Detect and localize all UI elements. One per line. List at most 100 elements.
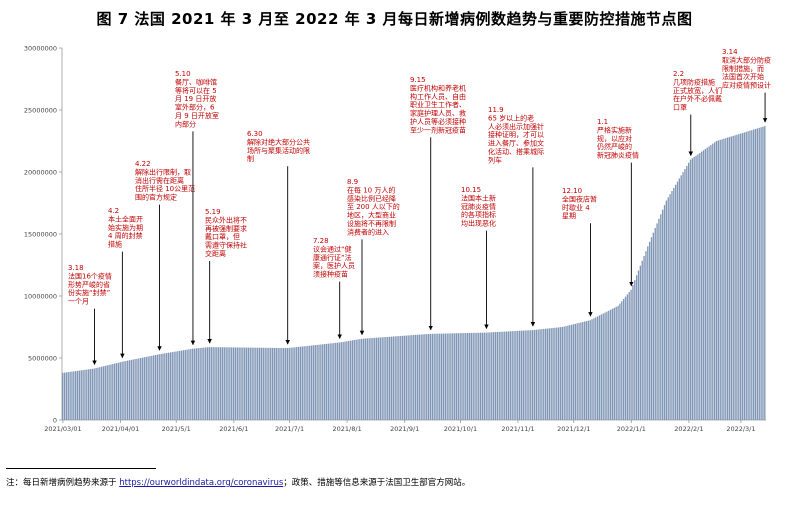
annotations-layer: 3.18法国16个疫情形势严峻的省份实施“封禁”一个月4.2本土全面开始实施为期… xyxy=(68,48,771,365)
bar xyxy=(557,327,560,420)
bar xyxy=(86,369,88,420)
annotation-line: 内部分 xyxy=(175,119,196,128)
annotation-line: 餐厅、咖啡馆 xyxy=(175,77,217,86)
bar xyxy=(140,358,142,420)
bar xyxy=(177,351,179,420)
bar xyxy=(240,347,242,420)
bar xyxy=(591,319,593,420)
annotation-line: 份实施“封禁” xyxy=(68,288,110,297)
bar xyxy=(498,331,500,420)
bar xyxy=(541,329,543,420)
bar xyxy=(699,152,701,420)
bar xyxy=(212,347,214,420)
bar xyxy=(167,352,170,420)
bar xyxy=(502,331,504,420)
annotation-line: 至少一剂新冠疫苗 xyxy=(410,125,466,134)
bar xyxy=(73,371,75,420)
bar xyxy=(524,330,526,420)
bar xyxy=(569,325,571,420)
annotation-line: 冠肺炎疫情 xyxy=(461,202,496,211)
annotation-line: 3.14 xyxy=(722,48,738,56)
bar xyxy=(539,329,541,420)
bar xyxy=(739,133,742,420)
bar xyxy=(689,159,692,420)
bar xyxy=(138,358,140,420)
bar xyxy=(227,347,229,420)
bar xyxy=(764,126,766,421)
bar xyxy=(346,341,348,420)
bar xyxy=(65,372,68,420)
bar xyxy=(320,344,322,420)
annotation-line: 1.1 xyxy=(597,118,608,126)
annotation-line: 感染比例已经降 xyxy=(347,194,396,203)
bar xyxy=(268,347,270,420)
bar xyxy=(669,194,671,420)
bar xyxy=(483,332,485,420)
bar xyxy=(706,147,708,420)
bar xyxy=(530,330,532,420)
bar xyxy=(229,347,231,420)
bar xyxy=(643,256,645,420)
bar xyxy=(424,334,426,420)
annotation-line: 接种证明，才可以 xyxy=(488,130,544,139)
bar xyxy=(75,371,77,420)
bar xyxy=(476,332,478,420)
bar xyxy=(69,371,71,420)
bar xyxy=(741,132,744,421)
bar xyxy=(310,345,313,420)
x-tick-label: 2022/1/1 xyxy=(617,425,646,433)
annotation-line: 应对疫情预设计 xyxy=(722,81,771,90)
bar xyxy=(492,332,495,420)
bar xyxy=(505,331,508,420)
bar xyxy=(756,128,759,420)
bar xyxy=(628,292,630,420)
bar xyxy=(162,353,164,420)
bar xyxy=(359,339,361,420)
bar xyxy=(535,329,538,420)
annotation-line: 严格实施新 xyxy=(597,125,632,134)
bar xyxy=(511,331,513,420)
bar xyxy=(641,260,643,420)
bar xyxy=(63,372,66,420)
bar xyxy=(225,347,227,420)
bar xyxy=(611,308,614,420)
footnote-source-link[interactable]: https://ourworldindata.org/coronavirus xyxy=(119,478,284,488)
annotation-line: 4.2 xyxy=(108,207,119,215)
bar xyxy=(658,218,660,420)
y-tick-label: 5000000 xyxy=(28,354,57,362)
bar xyxy=(388,336,391,420)
bar xyxy=(199,347,201,420)
bar xyxy=(273,347,276,420)
annotation-line: 规，以应对 xyxy=(597,134,632,143)
annotation-line: 口罩 xyxy=(673,104,687,112)
bar xyxy=(383,337,385,420)
bar xyxy=(507,331,510,420)
bar xyxy=(309,345,311,420)
bar xyxy=(489,332,491,420)
annotation-line: 进入餐厅、参加文 xyxy=(488,139,544,148)
bar xyxy=(149,356,151,420)
annotation-line: 法国本土新 xyxy=(461,193,496,202)
bar xyxy=(95,368,97,420)
annotation-line: 需遵守保持社 xyxy=(205,241,247,250)
y-tick-label: 30000000 xyxy=(24,44,57,52)
annotation-line: 交距离 xyxy=(205,249,226,258)
annotation-line: 6.30 xyxy=(247,130,263,138)
bar xyxy=(754,128,757,421)
bar xyxy=(413,335,415,420)
bar xyxy=(504,331,506,420)
annotation-line: 须接种疫苗 xyxy=(313,270,348,279)
bar xyxy=(153,355,155,420)
annotation-line: 始实施为期 xyxy=(108,223,143,232)
bar xyxy=(466,332,469,420)
bar xyxy=(175,351,177,420)
bar xyxy=(715,141,718,420)
annotation-line: 几项防疫措施 xyxy=(673,77,715,86)
bar xyxy=(375,337,378,420)
bar xyxy=(437,333,439,420)
bar xyxy=(201,347,203,420)
bar xyxy=(401,335,404,420)
bar xyxy=(390,336,393,420)
